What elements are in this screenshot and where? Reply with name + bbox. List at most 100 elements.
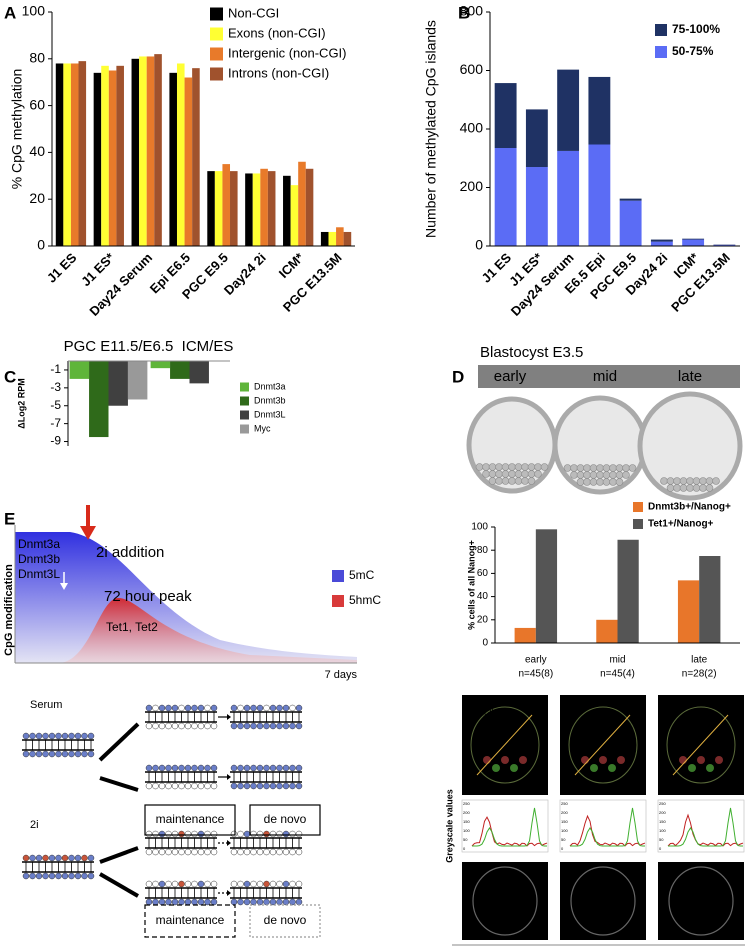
- cpg: [289, 722, 296, 730]
- enzyme: Dnmt3b: [18, 552, 60, 566]
- bar: [189, 361, 209, 384]
- cell: [673, 484, 681, 492]
- cpg: [256, 880, 264, 888]
- cpg: [152, 764, 159, 772]
- cpg: [48, 854, 56, 862]
- cell: [622, 471, 630, 479]
- bar: [176, 63, 185, 247]
- cell: [615, 464, 624, 472]
- bar-segment: [619, 198, 642, 201]
- legend-label: Myc: [254, 423, 271, 433]
- cpg: [61, 872, 69, 880]
- cpg: [171, 764, 179, 772]
- sample-size: n=28(2): [682, 669, 717, 680]
- cpg: [269, 764, 277, 772]
- y-tick-label: 800: [460, 3, 484, 19]
- cell: [495, 470, 503, 478]
- cpg: [48, 750, 56, 758]
- nanog-profile: [667, 813, 744, 847]
- profile-line: [574, 714, 631, 776]
- cell: [527, 463, 536, 471]
- tet1-micrograph: [462, 862, 548, 940]
- legend-swatch: [210, 67, 223, 81]
- cpg: [237, 782, 244, 790]
- cpg: [158, 898, 166, 906]
- bar: [139, 56, 147, 247]
- cell: [615, 471, 624, 479]
- cpg: [184, 898, 192, 906]
- cpg: [191, 830, 198, 838]
- cpg: [256, 764, 264, 772]
- cpg: [295, 880, 303, 888]
- cpg: [204, 722, 211, 730]
- arrow-label: 2i addition: [96, 544, 164, 561]
- y-tick-label: 0: [37, 237, 45, 253]
- cpg: [289, 830, 296, 838]
- cpg: [295, 848, 303, 856]
- tet1-embryo: [472, 866, 538, 936]
- legend-label: Dnmt3a: [254, 381, 286, 391]
- cpg: [256, 704, 264, 712]
- cell: [540, 463, 549, 471]
- cpg: [263, 722, 270, 730]
- bar: [260, 168, 268, 246]
- bar-segment: [619, 200, 642, 246]
- cpg: [276, 704, 283, 712]
- process-box: [144, 904, 236, 938]
- cpg: [171, 830, 179, 838]
- nucleus: [510, 764, 518, 772]
- cpg: [289, 848, 296, 856]
- cpg: [165, 898, 172, 906]
- legend-swatch: [210, 27, 223, 41]
- cpg: [210, 880, 218, 888]
- cpg: [87, 732, 95, 740]
- cell: [596, 471, 604, 479]
- cell: [679, 484, 688, 492]
- cpg: [29, 872, 36, 880]
- cpg: [145, 898, 153, 906]
- cpg: [22, 732, 30, 740]
- arrow-head: [80, 526, 96, 540]
- cell: [514, 470, 523, 478]
- bar: [127, 361, 148, 400]
- cell: [482, 463, 490, 471]
- cpg: [87, 750, 95, 758]
- y-axis-label: % cells of all Nanog+: [466, 540, 476, 630]
- cpg: [68, 732, 75, 740]
- y-tick-label: 80: [29, 50, 45, 66]
- x-tick-label: J1 ES: [44, 250, 80, 286]
- tet-label: Tet1, Tet2: [106, 620, 158, 634]
- step-arrow-head: [227, 774, 231, 780]
- bar: [617, 539, 639, 643]
- cpg: [171, 898, 179, 906]
- cell: [609, 471, 617, 479]
- legend-swatch: [633, 502, 643, 512]
- cpg: [204, 764, 211, 772]
- embryo-outline: [568, 706, 638, 784]
- cell: [583, 464, 591, 472]
- panel-letter: E: [4, 509, 15, 528]
- nucleus: [697, 756, 705, 764]
- cpg: [178, 704, 185, 712]
- cpg: [184, 830, 192, 838]
- legend-swatch: [240, 424, 249, 434]
- cpg: [237, 830, 244, 838]
- cpg: [289, 704, 296, 712]
- legend-label: Non-CGI: [228, 5, 279, 20]
- condition: Serum: [30, 699, 62, 711]
- cpg: [145, 782, 153, 790]
- x-tick-label: early: [525, 655, 547, 666]
- cpg: [250, 848, 257, 856]
- nucleus: [483, 756, 491, 764]
- enzyme: Dnmt3a: [18, 537, 60, 551]
- cpg: [178, 830, 185, 838]
- cell: [686, 484, 694, 492]
- channel-label: Nanog: [465, 697, 492, 707]
- legend-label: Dnmt3b+/Nanog+: [648, 502, 731, 513]
- cpg: [250, 704, 257, 712]
- cpg: [269, 880, 277, 888]
- y-tick-label: -3: [50, 380, 61, 394]
- cell: [488, 463, 497, 471]
- cpg: [263, 704, 270, 712]
- bar-segment: [650, 239, 673, 242]
